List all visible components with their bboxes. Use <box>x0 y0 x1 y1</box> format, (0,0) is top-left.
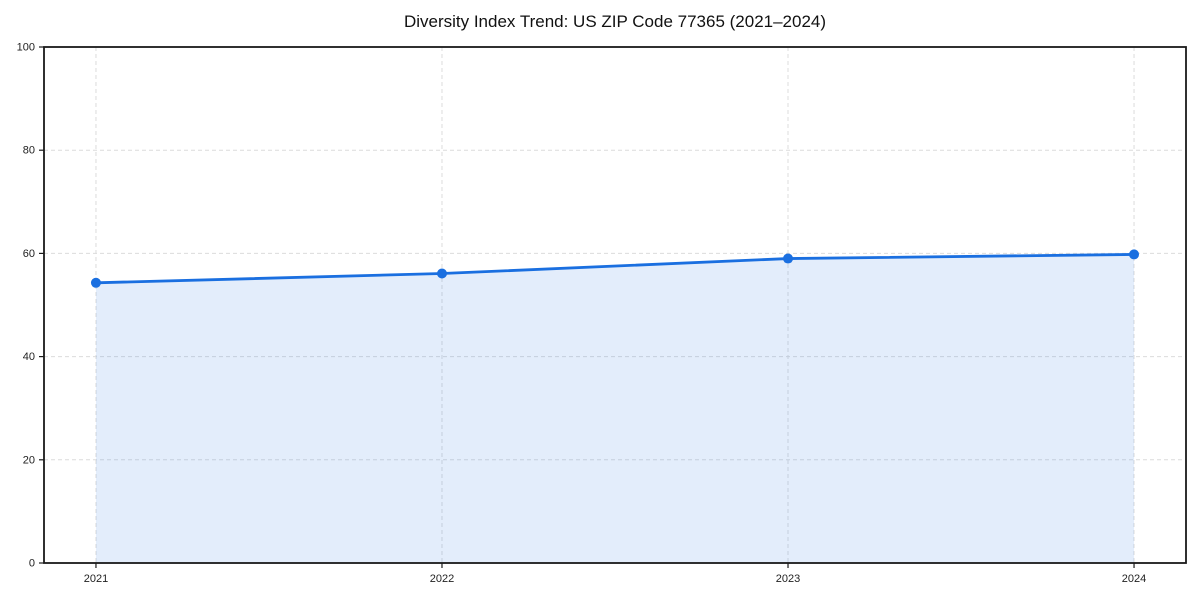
y-tick-label: 80 <box>23 145 35 157</box>
data-point <box>90 277 101 288</box>
x-tick-label: 2024 <box>1122 573 1146 585</box>
x-tick-label: 2021 <box>84 573 108 585</box>
chart-title: Diversity Index Trend: US ZIP Code 77365… <box>403 12 827 31</box>
y-tick-label: 20 <box>23 454 35 466</box>
y-tick-label: 40 <box>23 351 35 363</box>
data-point <box>436 268 447 279</box>
data-point <box>1129 249 1140 260</box>
axis-frame <box>43 46 1187 564</box>
y-tick-label: 100 <box>17 42 35 54</box>
area-fill <box>95 254 1135 563</box>
plot-background <box>44 47 1186 563</box>
y-tick-label: 60 <box>23 248 35 260</box>
y-tick-label: 0 <box>29 558 35 570</box>
x-tick-label: 2023 <box>776 573 800 585</box>
x-tick-label: 2022 <box>430 573 454 585</box>
trend-line <box>94 253 1136 285</box>
data-point <box>783 253 794 264</box>
